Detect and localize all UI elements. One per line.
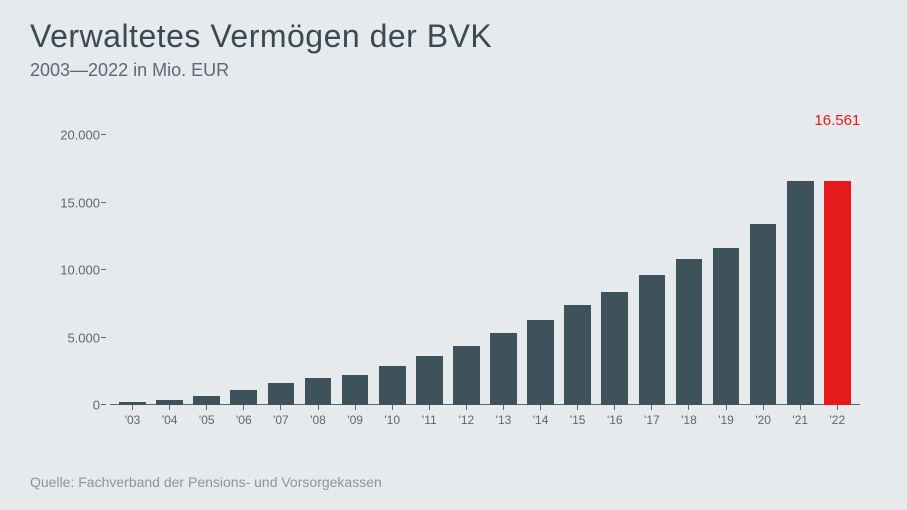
x-axis-label: '10 bbox=[384, 413, 400, 427]
x-tick bbox=[429, 405, 430, 410]
bar bbox=[490, 333, 517, 405]
x-axis-label: '22 bbox=[830, 413, 846, 427]
bar-slot: '16 bbox=[596, 135, 633, 405]
bar bbox=[193, 396, 220, 405]
bars-container: '03'04'05'06'07'08'09'10'11'12'13'14'15'… bbox=[110, 135, 860, 405]
x-tick bbox=[355, 405, 356, 410]
bar bbox=[416, 356, 443, 405]
bar-slot: '19 bbox=[708, 135, 745, 405]
bar bbox=[787, 181, 814, 405]
bar-slot: '13 bbox=[485, 135, 522, 405]
x-axis-label: '21 bbox=[792, 413, 808, 427]
x-tick bbox=[280, 405, 281, 410]
x-axis-label: '15 bbox=[570, 413, 586, 427]
x-axis-label: '16 bbox=[607, 413, 623, 427]
bar-value-label: 16.561 bbox=[814, 112, 860, 129]
x-tick bbox=[688, 405, 689, 410]
y-axis-label: 15.000 bbox=[60, 195, 100, 210]
bar-slot: '07 bbox=[262, 135, 299, 405]
chart-area: 05.00010.00015.00020.000 '03'04'05'06'07… bbox=[110, 135, 860, 405]
bar-slot: '10 bbox=[374, 135, 411, 405]
x-axis-label: '11 bbox=[422, 413, 437, 427]
x-axis-label: '07 bbox=[273, 413, 289, 427]
x-tick bbox=[577, 405, 578, 410]
bar-slot: '08 bbox=[299, 135, 336, 405]
x-axis-label: '09 bbox=[347, 413, 363, 427]
bar-slot: '06 bbox=[225, 135, 262, 405]
bar bbox=[342, 375, 369, 405]
y-axis-label: 10.000 bbox=[60, 263, 100, 278]
y-axis-label: 0 bbox=[93, 398, 100, 413]
bar bbox=[713, 248, 740, 405]
x-axis-label: '12 bbox=[459, 413, 475, 427]
x-tick bbox=[651, 405, 652, 410]
x-tick bbox=[540, 405, 541, 410]
y-tick bbox=[101, 134, 106, 135]
y-tick bbox=[101, 269, 106, 270]
x-tick bbox=[132, 405, 133, 410]
y-tick bbox=[101, 337, 106, 338]
bar-slot: '11 bbox=[411, 135, 448, 405]
bar-slot: 16.561'22 bbox=[819, 135, 856, 405]
bar bbox=[639, 275, 666, 405]
bar-highlight bbox=[824, 181, 851, 405]
bar bbox=[268, 383, 295, 405]
x-tick bbox=[726, 405, 727, 410]
x-axis-label: '08 bbox=[310, 413, 326, 427]
y-tick bbox=[101, 404, 106, 405]
bar-slot: '05 bbox=[188, 135, 225, 405]
bar bbox=[564, 305, 591, 405]
bar bbox=[750, 224, 777, 405]
x-axis-label: '05 bbox=[199, 413, 215, 427]
chart-subtitle: 2003—2022 in Mio. EUR bbox=[30, 60, 229, 81]
x-axis-label: '14 bbox=[533, 413, 549, 427]
x-tick bbox=[243, 405, 244, 410]
x-axis-label: '18 bbox=[681, 413, 697, 427]
bar bbox=[230, 390, 257, 405]
bar-slot: '09 bbox=[337, 135, 374, 405]
y-axis-label: 5.000 bbox=[67, 330, 100, 345]
x-tick bbox=[169, 405, 170, 410]
x-tick bbox=[614, 405, 615, 410]
x-axis-label: '19 bbox=[718, 413, 734, 427]
bar-slot: '17 bbox=[633, 135, 670, 405]
x-axis-label: '20 bbox=[755, 413, 771, 427]
bar-slot: '03 bbox=[114, 135, 151, 405]
source-text: Quelle: Fachverband der Pensions- und Vo… bbox=[30, 474, 382, 490]
x-tick bbox=[837, 405, 838, 410]
x-axis-label: '06 bbox=[236, 413, 252, 427]
x-axis-label: '13 bbox=[496, 413, 512, 427]
bar bbox=[305, 378, 332, 405]
bar-slot: '20 bbox=[745, 135, 782, 405]
bar-slot: '15 bbox=[559, 135, 596, 405]
x-tick bbox=[206, 405, 207, 410]
y-axis-label: 20.000 bbox=[60, 128, 100, 143]
bar-slot: '21 bbox=[782, 135, 819, 405]
x-tick bbox=[466, 405, 467, 410]
bar-slot: '18 bbox=[670, 135, 707, 405]
bar-slot: '04 bbox=[151, 135, 188, 405]
bar-slot: '12 bbox=[448, 135, 485, 405]
x-tick bbox=[318, 405, 319, 410]
bar-slot: '14 bbox=[522, 135, 559, 405]
x-tick bbox=[503, 405, 504, 410]
x-axis-label: '03 bbox=[125, 413, 141, 427]
chart-title: Verwaltetes Vermögen der BVK bbox=[30, 18, 492, 55]
bar bbox=[676, 259, 703, 405]
bar bbox=[379, 366, 406, 405]
y-tick bbox=[101, 202, 106, 203]
bar bbox=[601, 292, 628, 405]
bar bbox=[527, 320, 554, 405]
bar bbox=[453, 346, 480, 405]
plot-region: 05.00010.00015.00020.000 '03'04'05'06'07… bbox=[110, 135, 860, 405]
x-tick bbox=[763, 405, 764, 410]
x-tick bbox=[800, 405, 801, 410]
x-axis-label: '17 bbox=[644, 413, 660, 427]
x-tick bbox=[392, 405, 393, 410]
x-axis-label: '04 bbox=[162, 413, 178, 427]
